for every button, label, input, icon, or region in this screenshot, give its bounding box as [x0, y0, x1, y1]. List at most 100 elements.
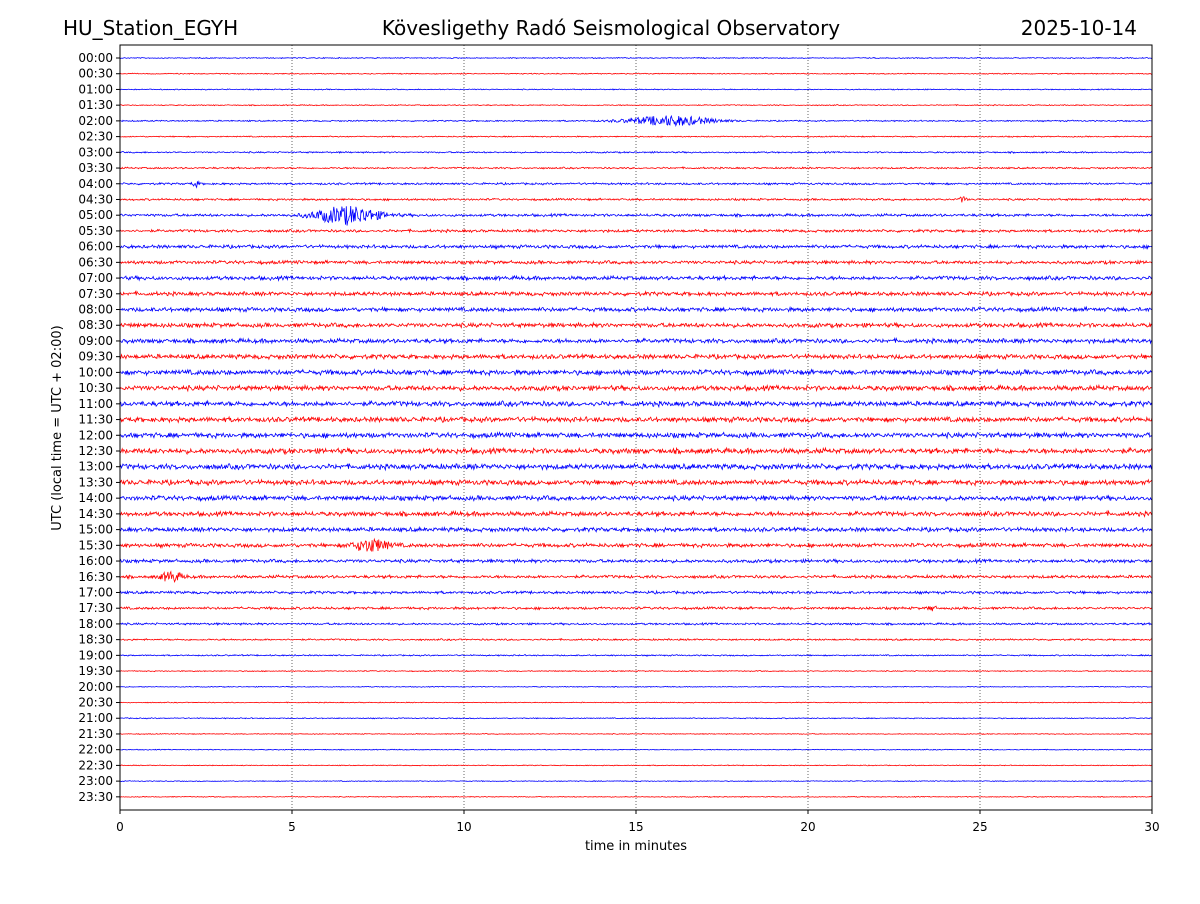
trace-17:00	[119, 589, 1153, 596]
x-axis-ticks: 0 5 10 15 20 25 30	[116, 810, 1160, 834]
trace-14:00	[119, 494, 1153, 503]
y-tick-label-20:00: 20:00	[78, 680, 113, 694]
y-tick-label-09:30: 09:30	[78, 350, 113, 364]
trace-21:00	[119, 717, 1153, 720]
trace-16:00	[119, 557, 1153, 565]
trace-18:00	[119, 621, 1153, 627]
trace-07:00	[119, 274, 1153, 282]
y-tick-label-16:30: 16:30	[78, 570, 113, 584]
y-tick-label-04:30: 04:30	[78, 192, 113, 206]
trace-23:30	[119, 795, 1153, 798]
x-tick-label-5: 5	[288, 820, 296, 834]
trace-01:00	[119, 88, 1153, 91]
observatory-title: Kövesligethy Radó Seismological Observat…	[382, 16, 840, 40]
trace-04:30	[119, 196, 1153, 203]
y-tick-label-03:30: 03:30	[78, 161, 113, 175]
trace-21:30	[119, 732, 1153, 735]
y-tick-label-07:30: 07:30	[78, 287, 113, 301]
x-tick-label-10: 10	[456, 820, 471, 834]
trace-09:00	[119, 336, 1153, 345]
y-axis-label: UTC (local time = UTC + 02:00)	[50, 325, 65, 530]
trace-02:30	[119, 135, 1153, 138]
y-tick-label-22:00: 22:00	[78, 743, 113, 757]
y-tick-label-17:00: 17:00	[78, 585, 113, 599]
y-tick-label-18:00: 18:00	[78, 617, 113, 631]
y-tick-label-23:30: 23:30	[78, 790, 113, 804]
trace-10:00	[119, 368, 1153, 377]
y-tick-label-13:00: 13:00	[78, 460, 113, 474]
y-tick-label-09:00: 09:00	[78, 334, 113, 348]
trace-13:00	[119, 462, 1153, 472]
y-tick-label-06:00: 06:00	[78, 240, 113, 254]
y-tick-label-05:00: 05:00	[78, 208, 113, 222]
trace-22:30	[119, 764, 1153, 767]
y-tick-label-08:00: 08:00	[78, 303, 113, 317]
trace-05:00	[119, 205, 1153, 226]
trace-06:00	[119, 243, 1153, 250]
trace-15:00	[119, 525, 1153, 534]
x-axis-label: time in minutes	[585, 839, 687, 854]
y-tick-label-12:30: 12:30	[78, 444, 113, 458]
y-tick-label-02:00: 02:00	[78, 114, 113, 128]
trace-17:30	[119, 605, 1153, 612]
trace-08:30	[119, 321, 1153, 329]
station-title: HU_Station_EGYH	[63, 16, 238, 40]
trace-01:30	[119, 103, 1153, 107]
trace-23:00	[119, 780, 1153, 783]
trace-19:30	[119, 669, 1153, 673]
y-tick-label-10:00: 10:00	[78, 365, 113, 379]
y-tick-label-06:30: 06:30	[78, 255, 113, 269]
y-tick-label-03:00: 03:00	[78, 145, 113, 159]
trace-13:30	[119, 478, 1153, 487]
y-tick-label-15:30: 15:30	[78, 538, 113, 552]
x-tick-label-20: 20	[800, 820, 815, 834]
y-tick-label-04:00: 04:00	[78, 177, 113, 191]
trace-12:30	[119, 446, 1153, 456]
y-tick-label-23:00: 23:00	[78, 774, 113, 788]
trace-20:30	[119, 701, 1153, 704]
seismic-traces	[119, 56, 1153, 798]
y-tick-label-14:30: 14:30	[78, 507, 113, 521]
trace-10:30	[119, 383, 1153, 393]
y-tick-label-17:30: 17:30	[78, 601, 113, 615]
trace-18:30	[119, 637, 1153, 642]
y-tick-label-11:00: 11:00	[78, 397, 113, 411]
y-tick-label-01:30: 01:30	[78, 98, 113, 112]
trace-03:30	[119, 166, 1153, 170]
y-tick-label-00:30: 00:30	[78, 67, 113, 81]
y-tick-label-10:30: 10:30	[78, 381, 113, 395]
y-tick-label-14:00: 14:00	[78, 491, 113, 505]
trace-08:00	[119, 305, 1153, 314]
y-tick-label-01:00: 01:00	[78, 82, 113, 96]
y-tick-label-07:00: 07:00	[78, 271, 113, 285]
trace-07:30	[119, 290, 1153, 298]
trace-12:00	[119, 430, 1153, 440]
y-tick-label-19:30: 19:30	[78, 664, 113, 678]
trace-03:00	[119, 150, 1153, 155]
trace-00:30	[119, 72, 1153, 75]
y-tick-label-22:30: 22:30	[78, 758, 113, 772]
y-tick-label-20:30: 20:30	[78, 696, 113, 710]
x-tick-label-0: 0	[116, 820, 124, 834]
y-tick-label-15:00: 15:00	[78, 523, 113, 537]
trace-11:00	[119, 399, 1153, 409]
trace-22:00	[119, 748, 1153, 751]
y-tick-label-11:30: 11:30	[78, 413, 113, 427]
y-tick-label-05:30: 05:30	[78, 224, 113, 238]
y-tick-label-21:30: 21:30	[78, 727, 113, 741]
trace-04:00	[119, 180, 1153, 189]
y-tick-label-19:00: 19:00	[78, 648, 113, 662]
trace-14:30	[119, 509, 1153, 518]
x-tick-label-25: 25	[972, 820, 987, 834]
x-tick-label-30: 30	[1144, 820, 1159, 834]
y-tick-label-16:00: 16:00	[78, 554, 113, 568]
trace-09:30	[119, 352, 1153, 361]
y-tick-label-00:00: 00:00	[78, 51, 113, 65]
trace-20:00	[119, 685, 1153, 688]
trace-16:30	[119, 570, 1153, 583]
trace-02:00	[119, 114, 1153, 127]
trace-19:00	[119, 653, 1153, 657]
